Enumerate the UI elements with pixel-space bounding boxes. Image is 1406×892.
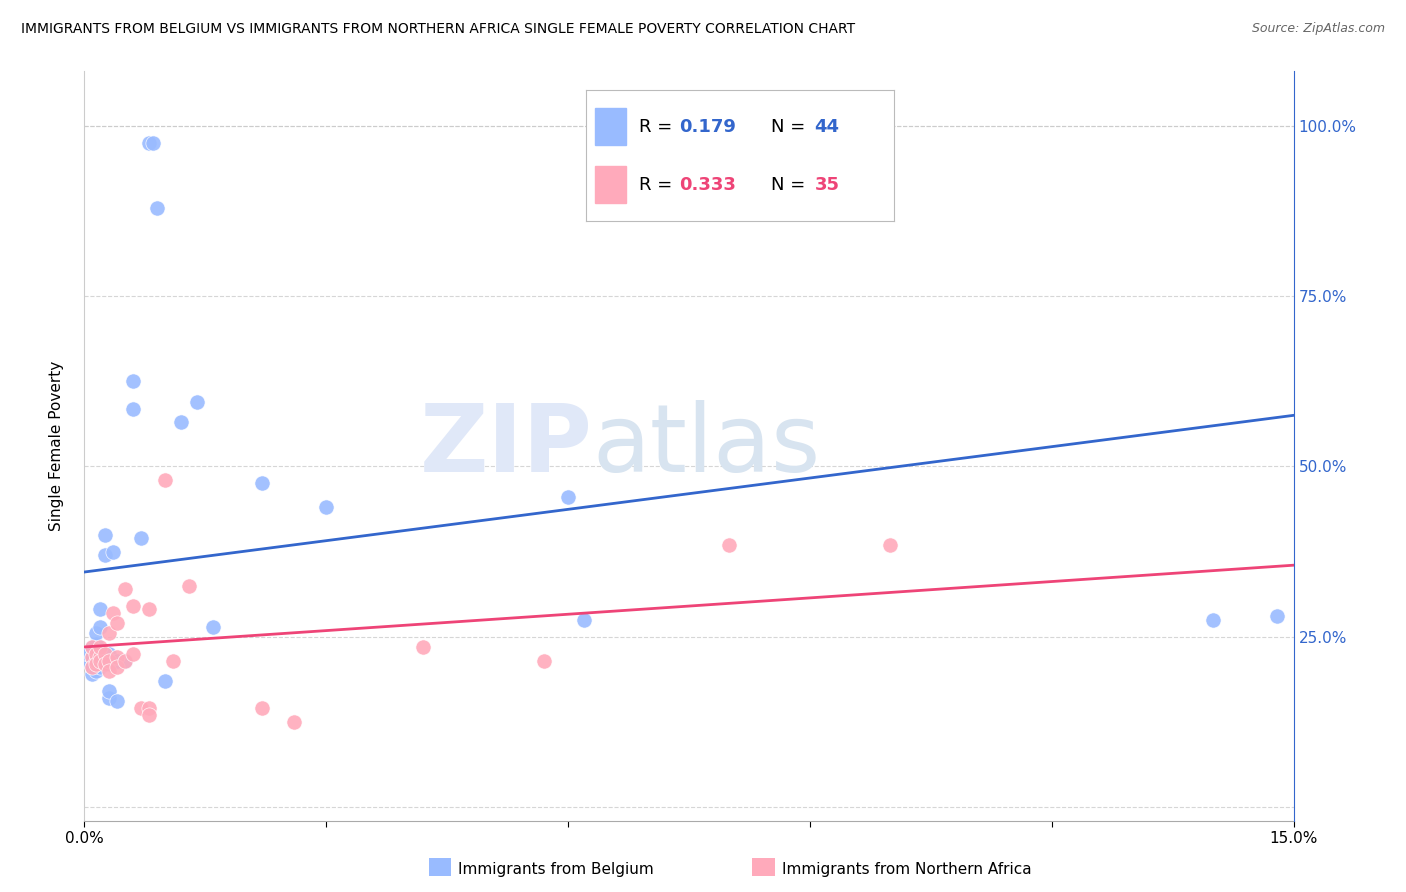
Point (114, 654, 136, 668)
Point (93, 548, 115, 562)
Point (82, 650, 104, 665)
Point (89, 654, 111, 668)
Point (146, 201, 169, 215)
Point (101, 544, 124, 558)
Point (97, 657, 120, 671)
Point (153, 673, 176, 688)
Point (77, 647, 100, 661)
Point (97, 684, 120, 698)
Point (129, 701, 152, 715)
Point (89, 650, 111, 665)
Point (82, 660, 104, 674)
Point (77, 654, 100, 668)
Point (283, 714, 305, 729)
Point (86, 636, 108, 650)
Point (250, 476, 273, 491)
Point (93, 647, 115, 661)
Point (86, 664, 108, 678)
Text: Immigrants from Northern Africa: Immigrants from Northern Africa (782, 863, 1032, 877)
Point (162, 654, 184, 668)
Point (89, 640, 111, 654)
Point (121, 374, 143, 388)
Point (86, 654, 108, 668)
Point (105, 660, 128, 674)
Point (572, 613, 595, 627)
Point (121, 401, 143, 416)
Point (82, 660, 104, 674)
Point (138, 602, 160, 616)
Point (86, 654, 108, 668)
Point (114, 654, 136, 668)
Point (105, 650, 128, 665)
Point (202, 619, 225, 633)
Point (89, 619, 111, 633)
Point (86, 626, 108, 640)
Text: Immigrants from Belgium: Immigrants from Belgium (458, 863, 654, 877)
Point (105, 694, 128, 708)
Y-axis label: Single Female Poverty: Single Female Poverty (49, 361, 63, 531)
Point (557, 490, 579, 504)
Point (142, 136, 165, 150)
Point (82, 640, 104, 654)
Text: atlas: atlas (592, 400, 821, 492)
Point (1202, 613, 1225, 627)
Text: IMMIGRANTS FROM BELGIUM VS IMMIGRANTS FROM NORTHERN AFRICA SINGLE FEMALE POVERTY: IMMIGRANTS FROM BELGIUM VS IMMIGRANTS FR… (21, 22, 855, 37)
Point (101, 606, 124, 620)
Point (250, 701, 273, 715)
Point (105, 616, 128, 631)
Point (153, 473, 176, 487)
Point (97, 654, 120, 668)
Point (315, 500, 337, 515)
Point (89, 660, 111, 674)
Point (97, 691, 120, 706)
Point (97, 664, 120, 678)
Point (93, 657, 115, 671)
Point (170, 415, 193, 429)
Point (138, 136, 160, 150)
Point (89, 650, 111, 665)
Point (82, 640, 104, 654)
Point (89, 602, 111, 616)
Point (121, 599, 143, 613)
Point (82, 667, 104, 681)
Point (186, 394, 208, 409)
Text: ZIP: ZIP (419, 400, 592, 492)
Point (138, 701, 160, 715)
Point (114, 582, 136, 596)
Point (86, 647, 108, 661)
Point (93, 527, 115, 541)
Point (412, 640, 434, 654)
Point (138, 708, 160, 723)
Point (97, 647, 120, 661)
Point (105, 654, 128, 668)
Point (879, 538, 901, 552)
Point (97, 626, 120, 640)
Point (718, 538, 741, 552)
Point (1267, 609, 1289, 624)
Point (86, 657, 108, 671)
Point (82, 650, 104, 665)
Point (179, 579, 201, 593)
Point (533, 654, 555, 668)
Point (129, 531, 152, 545)
Point (86, 647, 108, 661)
Text: Source: ZipAtlas.com: Source: ZipAtlas.com (1251, 22, 1385, 36)
Point (121, 647, 143, 661)
